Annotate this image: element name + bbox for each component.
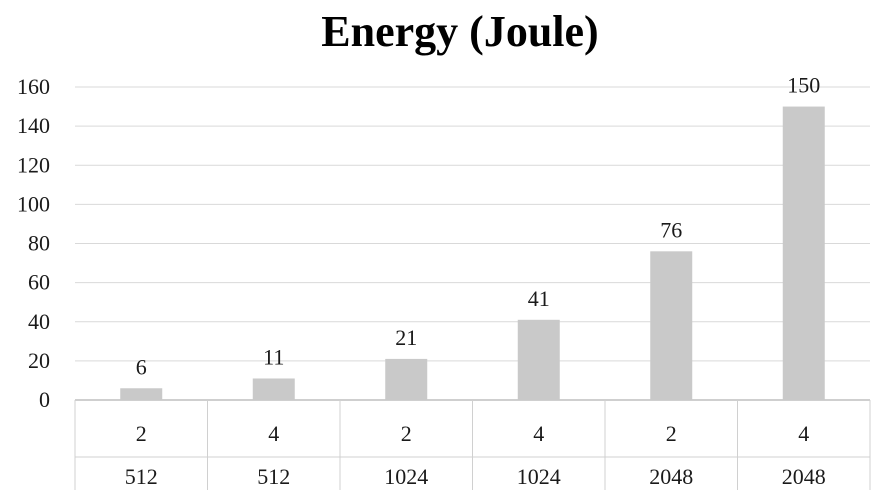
- category-label: 1024: [517, 464, 561, 489]
- y-tick-label: 80: [28, 231, 50, 256]
- category-label: 2: [401, 421, 412, 446]
- y-tick-label: 120: [17, 152, 50, 177]
- data-label: 6: [136, 354, 147, 379]
- bar: [120, 388, 163, 400]
- data-label: 150: [787, 73, 820, 98]
- bar: [385, 358, 428, 400]
- y-tick-label: 60: [28, 270, 50, 295]
- gridlines: [75, 86, 870, 401]
- category-label: 2: [666, 421, 677, 446]
- y-tick-label: 20: [28, 348, 50, 373]
- category-label: 512: [257, 464, 290, 489]
- category-label: 2048: [649, 464, 693, 489]
- bars: [120, 106, 825, 400]
- category-label: 4: [533, 421, 544, 446]
- data-label: 76: [660, 217, 682, 242]
- category-label: 512: [125, 464, 158, 489]
- y-axis-ticks: 0 20 40 60 80 100 120 140 160: [17, 74, 50, 412]
- y-tick-label: 100: [17, 191, 50, 216]
- category-label: 4: [798, 421, 809, 446]
- category-label: 2: [136, 421, 147, 446]
- bar: [252, 378, 295, 400]
- bar: [517, 319, 560, 400]
- chart-title: Energy (Joule): [321, 7, 598, 56]
- y-tick-label: 140: [17, 113, 50, 138]
- category-label: 4: [268, 421, 279, 446]
- y-tick-label: 0: [39, 387, 50, 412]
- category-label: 2048: [782, 464, 826, 489]
- category-label: 1024: [384, 464, 428, 489]
- data-label: 21: [395, 325, 417, 350]
- bar: [650, 251, 693, 400]
- data-labels: 6 11 21 41 76 150: [136, 73, 821, 380]
- y-tick-label: 40: [28, 309, 50, 334]
- bar: [782, 106, 825, 400]
- y-tick-label: 160: [17, 74, 50, 99]
- category-table: 2 4 2 4 2 4 512 512 1024 1024 2048 2048: [74, 400, 871, 490]
- data-label: 11: [263, 344, 284, 369]
- data-label: 41: [528, 286, 550, 311]
